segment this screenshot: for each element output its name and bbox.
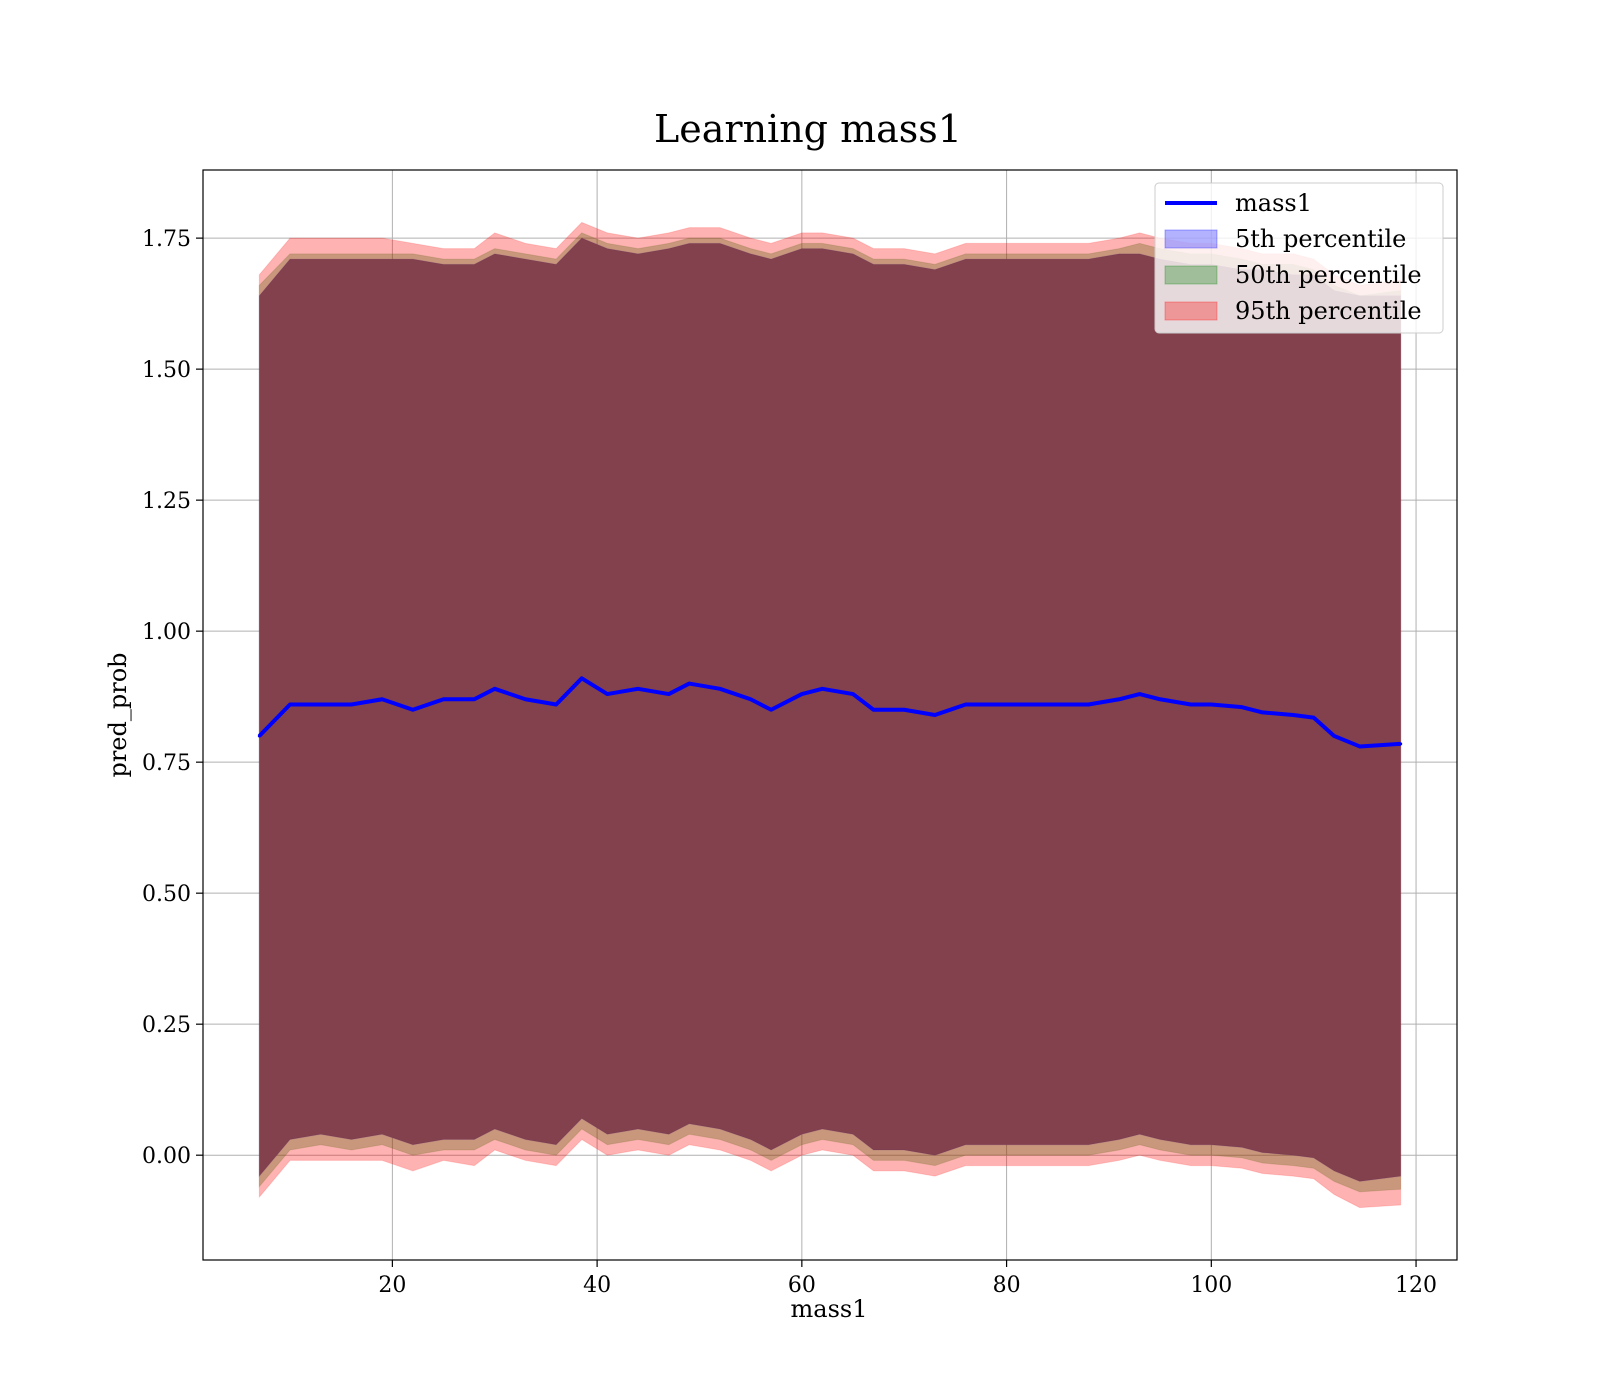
line-point: [769, 708, 773, 712]
line-point: [933, 713, 937, 717]
line-point: [1261, 710, 1265, 714]
y-tick-label: 0.00: [142, 1144, 191, 1169]
line-point: [1117, 697, 1121, 701]
line-point: [820, 687, 824, 691]
legend-label: 50th percentile: [1235, 261, 1422, 289]
band-5th-percentile: [258, 237, 1402, 1182]
x-tick-label: 20: [378, 1273, 406, 1298]
legend-patch-swatch: [1164, 301, 1218, 321]
line-point: [493, 687, 497, 691]
line-point: [1358, 744, 1362, 748]
line-point: [1332, 734, 1336, 738]
line-point: [442, 697, 446, 701]
line-point: [872, 708, 876, 712]
legend-label: 95th percentile: [1235, 297, 1422, 325]
line-point: [1399, 742, 1403, 746]
line-point: [1046, 703, 1050, 707]
line-point: [288, 703, 292, 707]
line-point: [1189, 703, 1193, 707]
plot-frame: [202, 169, 1458, 1261]
band-overlap-area: [259, 238, 1401, 1182]
band-50th-percentile: [258, 232, 1402, 1193]
legend-box: [1154, 182, 1444, 334]
legend: mass1 5th percentile 50th percentile 95th p…: [1154, 182, 1444, 334]
line-point: [472, 697, 476, 701]
y-tick-label: 0.50: [142, 882, 191, 907]
axis-ticks: 20 40 60 80 100 120 0.00 0.25 0.50 0.75 1.00 1.25 1.…: [142, 227, 1437, 1298]
x-tick-label: 80: [993, 1273, 1021, 1298]
line-point: [554, 703, 558, 707]
line-point: [1240, 705, 1244, 709]
x-axis-label: mass1: [791, 1295, 868, 1323]
y-tick-label: 0.75: [142, 751, 191, 776]
chart-title: Learning mass1: [654, 107, 962, 151]
legend-patch-swatch: [1164, 229, 1218, 249]
y-tick-label: 1.75: [142, 227, 191, 252]
line-point: [1138, 692, 1142, 696]
y-tick-label: 0.25: [142, 1013, 191, 1038]
line-point: [687, 682, 691, 686]
line-point: [1086, 703, 1090, 707]
x-tick-label: 100: [1190, 1273, 1232, 1298]
line-point: [1005, 703, 1009, 707]
y-tick-label: 1.50: [142, 358, 191, 383]
line-point: [380, 697, 384, 701]
percentile-bands: [258, 221, 1402, 1209]
line-point: [667, 692, 671, 696]
line-point: [319, 703, 323, 707]
line-point: [1158, 697, 1162, 701]
line-point: [349, 703, 353, 707]
x-tick-label: 40: [583, 1273, 611, 1298]
legend-label: mass1: [1235, 189, 1312, 217]
line-point: [800, 692, 804, 696]
y-tick-label: 1.00: [142, 620, 191, 645]
line-point: [636, 687, 640, 691]
line-point: [851, 692, 855, 696]
y-axis-label: pred_prob: [104, 652, 132, 777]
legend-patch-swatch: [1164, 265, 1218, 285]
line-point: [749, 697, 753, 701]
line-point: [257, 734, 261, 738]
line-point: [718, 687, 722, 691]
line-point: [605, 692, 609, 696]
x-tick-label: 120: [1395, 1273, 1437, 1298]
line-point: [902, 708, 906, 712]
line-point: [411, 708, 415, 712]
line-point: [1291, 713, 1295, 717]
y-tick-label: 1.25: [142, 489, 191, 514]
x-tick-label: 60: [788, 1273, 816, 1298]
data-line: [257, 676, 1403, 749]
line-point: [1209, 703, 1213, 707]
line-point: [580, 676, 584, 680]
line-point: [1312, 716, 1316, 720]
line-point: [523, 697, 527, 701]
legend-label: 5th percentile: [1235, 225, 1406, 253]
band-95th-percentile: [258, 221, 1402, 1209]
line-point: [964, 703, 968, 707]
